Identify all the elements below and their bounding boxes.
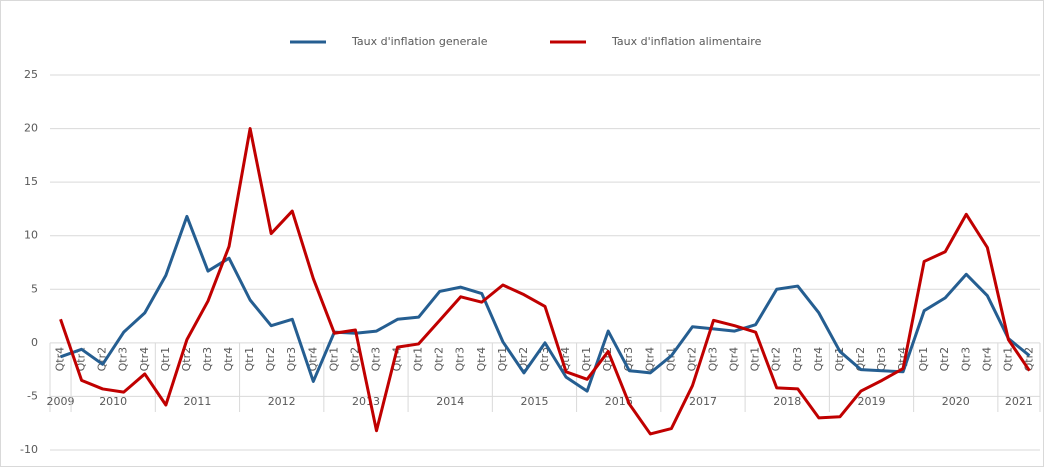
x-tick-label: Qtr1 (580, 347, 593, 372)
x-tick-label: Qtr4 (138, 347, 151, 372)
x-tick-label: Qtr2 (770, 347, 783, 372)
y-tick-label: 0 (31, 336, 38, 349)
x-tick-label: Qtr4 (728, 347, 741, 372)
x-group-label: 2017 (689, 395, 717, 408)
x-tick-label: Qtr3 (875, 347, 888, 372)
legend-label: Taux d'inflation generale (351, 35, 488, 48)
x-tick-label: Qtr3 (454, 347, 467, 372)
x-tick-label: Qtr1 (917, 347, 930, 372)
x-tick-label: Qtr4 (222, 347, 235, 372)
x-tick-label: Qtr1 (496, 347, 509, 372)
x-group-label: 2018 (773, 395, 801, 408)
x-tick-label: Qtr4 (475, 347, 488, 372)
y-tick-label: 25 (24, 68, 38, 81)
x-tick-label: Qtr1 (1001, 347, 1014, 372)
x-tick-label: Qtr3 (201, 347, 214, 372)
x-tick-label: Qtr3 (369, 347, 382, 372)
x-tick-label: Qtr4 (643, 347, 656, 372)
x-tick-label: Qtr3 (959, 347, 972, 372)
x-tick-label: Qtr1 (749, 347, 762, 372)
x-tick-label: Qtr2 (685, 347, 698, 372)
x-group-label: 2019 (857, 395, 885, 408)
legend-label: Taux d'inflation alimentaire (611, 35, 762, 48)
x-group-label: 2012 (268, 395, 296, 408)
x-tick-label: Qtr1 (159, 347, 172, 372)
x-tick-label: Qtr3 (538, 347, 551, 372)
x-tick-label: Qtr3 (285, 347, 298, 372)
series-line (59, 127, 1031, 436)
x-tick-label: Qtr2 (938, 347, 951, 372)
y-tick-label: -10 (20, 443, 38, 456)
x-tick-label: Qtr4 (812, 347, 825, 372)
x-tick-label: Qtr4 (980, 347, 993, 372)
y-tick-label: 20 (24, 122, 38, 135)
x-tick-label: Qtr4 (559, 347, 572, 372)
x-group-label: 2011 (183, 395, 211, 408)
x-group-label: 2015 (520, 395, 548, 408)
x-tick-label: Qtr4 (306, 347, 319, 372)
x-tick-label: Qtr3 (791, 347, 804, 372)
x-tick-label: Qtr2 (264, 347, 277, 372)
x-group-label: 2020 (942, 395, 970, 408)
x-tick-label: Qtr2 (601, 347, 614, 372)
x-tick-label: Qtr2 (433, 347, 446, 372)
x-tick-label: Qtr3 (707, 347, 720, 372)
x-tick-label: Qtr2 (348, 347, 361, 372)
y-tick-label: 15 (24, 175, 38, 188)
y-tick-label: 5 (31, 282, 38, 295)
x-group-label: 2013 (352, 395, 380, 408)
x-group-label: 2010 (99, 395, 127, 408)
y-tick-label: -5 (27, 389, 38, 402)
x-group-label: 2014 (436, 395, 464, 408)
x-tick-label: Qtr1 (412, 347, 425, 372)
y-tick-label: 10 (24, 229, 38, 242)
x-tick-label: Qtr3 (117, 347, 130, 372)
x-tick-label: Qtr1 (243, 347, 256, 372)
x-tick-label: Qtr1 (327, 347, 340, 372)
x-group-label: 2021 (1005, 395, 1033, 408)
x-tick-label: Qtr2 (96, 347, 109, 372)
x-tick-label: Qtr4 (54, 347, 67, 372)
x-group-label: 2009 (47, 395, 75, 408)
